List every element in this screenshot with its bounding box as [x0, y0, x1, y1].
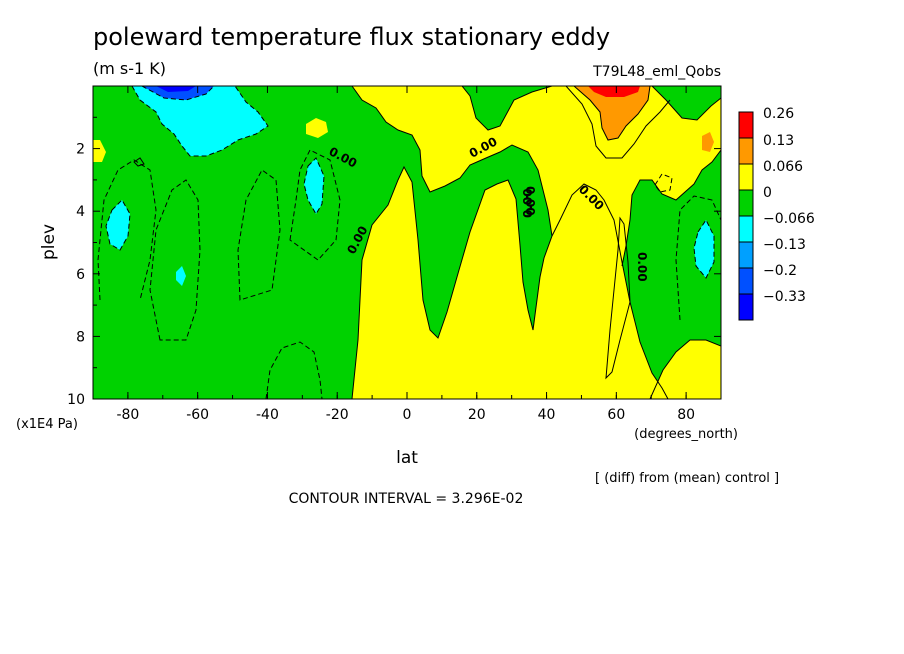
colorbar-swatch — [738, 189, 754, 217]
chart-title: poleward temperature flux stationary edd… — [93, 23, 610, 51]
x-tick-label: -60 — [186, 407, 209, 423]
colorbar: 0.26 0.13 0.066 0 −0.066 −0.13 −0.2 −0.33 — [738, 106, 815, 321]
colorbar-swatch — [738, 215, 754, 243]
colorbar-swatch — [738, 163, 754, 191]
y-tick-label: 8 — [76, 329, 85, 345]
x-tick-label: -20 — [326, 407, 349, 423]
y-tick-label: 10 — [67, 392, 85, 408]
colorbar-swatch — [738, 267, 754, 295]
y-tick-label: 2 — [76, 142, 85, 158]
contour-label: 0.00 — [521, 188, 535, 218]
colorbar-label: 0.26 — [763, 106, 794, 122]
x-tick-label: 20 — [468, 407, 486, 423]
positive-region-central — [352, 167, 668, 399]
experiment-label: T79L48_eml_Qobs — [592, 64, 721, 80]
colorbar-swatch — [738, 241, 754, 269]
colorbar-label: −0.2 — [763, 263, 797, 279]
colorbar-label: −0.33 — [763, 289, 806, 305]
positive-region-left-edge — [93, 140, 106, 162]
orange-region-right — [702, 132, 714, 152]
x-tick-label: 0 — [403, 407, 412, 423]
contour-interval: CONTOUR INTERVAL = 3.296E-02 — [289, 491, 524, 507]
positive-region-upper-center — [352, 86, 721, 266]
units-label: (m s-1 K) — [93, 59, 166, 78]
colorbar-label: −0.066 — [763, 211, 815, 227]
positive-spot — [541, 126, 549, 134]
red-region-peak — [588, 86, 640, 97]
positive-region-bottom-right — [650, 340, 721, 399]
x-tick-label: 40 — [538, 407, 556, 423]
y-unit-label: (x1E4 Pa) — [16, 417, 78, 432]
negative-region-small — [176, 266, 186, 286]
orange-region-main — [574, 86, 650, 140]
x-tick-label: 80 — [677, 407, 695, 423]
diff-note: [ (diff) from (mean) control ] — [595, 471, 779, 486]
negative-region-right — [694, 220, 714, 278]
negative-region-mid — [304, 158, 324, 214]
colorbar-swatch — [738, 293, 754, 321]
colorbar-swatch — [738, 111, 754, 139]
colorbar-label: 0.13 — [763, 133, 794, 149]
positive-region-upper-left — [306, 118, 328, 138]
contour-label: 0.00 — [635, 252, 649, 282]
negative-region-left — [106, 200, 130, 250]
x-tick-label: -80 — [116, 407, 139, 423]
negative-core-deep — [156, 86, 196, 92]
colorbar-swatch — [738, 137, 754, 165]
y-axis: 2 4 6 8 10 — [67, 116, 721, 408]
x-tick-label: -40 — [256, 407, 279, 423]
y-tick-label: 6 — [76, 267, 85, 283]
colorbar-label: 0.066 — [763, 159, 803, 175]
plot-area: 0.00 0.00 0.00 0.00 0.00 0.00 0.00 — [93, 86, 721, 399]
y-tick-label: 4 — [76, 204, 85, 220]
x-unit-label: (degrees_north) — [634, 427, 738, 442]
negative-region-upper-left — [132, 86, 268, 156]
x-tick-label: 60 — [607, 407, 625, 423]
colorbar-label: −0.13 — [763, 237, 806, 253]
x-axis: -80 -60 -40 -20 0 20 40 60 80 — [92, 86, 722, 423]
x-axis-title: lat — [396, 448, 418, 468]
y-axis-title: plev — [39, 224, 59, 260]
contour-lines — [97, 86, 721, 399]
contour-label: 0.00 — [523, 186, 537, 216]
colorbar-label: 0 — [763, 185, 772, 201]
